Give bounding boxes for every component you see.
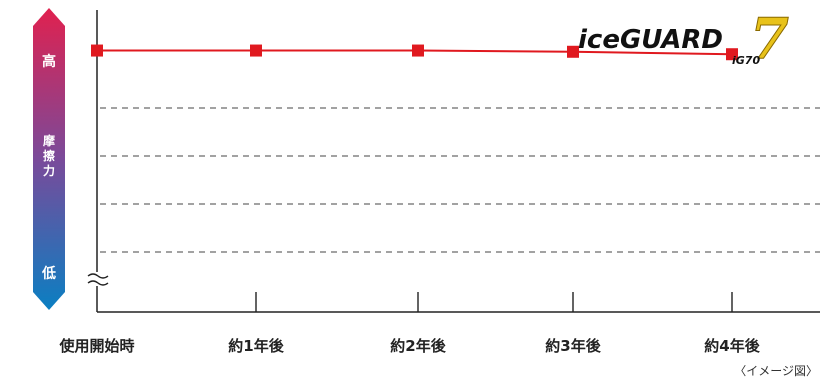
data-point-2 — [412, 44, 424, 57]
data-point-3 — [567, 45, 579, 58]
brand-logo-text: iceGUARD — [578, 25, 723, 55]
brand-logo-number: 7 — [750, 6, 789, 72]
brand-logo-model-code: iG70 — [732, 54, 760, 67]
x-tick-label-3: 約3年後 — [545, 337, 601, 355]
x-tick-labels: 使用開始時 約1年後 約2年後 約3年後 約4年後 — [58, 337, 760, 355]
scale-low-label: 低 — [41, 265, 56, 282]
axis-break-mark — [87, 273, 109, 286]
x-ticks — [255, 292, 733, 312]
x-tick-label-0: 使用開始時 — [58, 337, 134, 355]
brand-logo: iceGUARD 7 iG70 — [578, 6, 790, 73]
scale-mid-label-text: 摩擦力 — [43, 133, 55, 178]
x-tick-label-1: 約1年後 — [228, 337, 284, 355]
data-point-0 — [91, 44, 103, 57]
scale-mid-label: 摩擦力 — [43, 133, 55, 178]
x-tick-label-2: 約2年後 — [390, 337, 446, 355]
gridlines — [100, 107, 820, 253]
data-points — [91, 44, 738, 61]
data-point-1 — [250, 44, 262, 57]
x-tick-label-4: 約4年後 — [704, 337, 760, 355]
friction-scale-bar: 高 摩擦力 低 — [33, 8, 65, 310]
scale-high-label: 高 — [42, 53, 56, 70]
data-point-4 — [726, 48, 738, 61]
friction-scale-arrow — [33, 8, 65, 310]
chart-note: 〈イメージ図〉 — [734, 364, 818, 378]
